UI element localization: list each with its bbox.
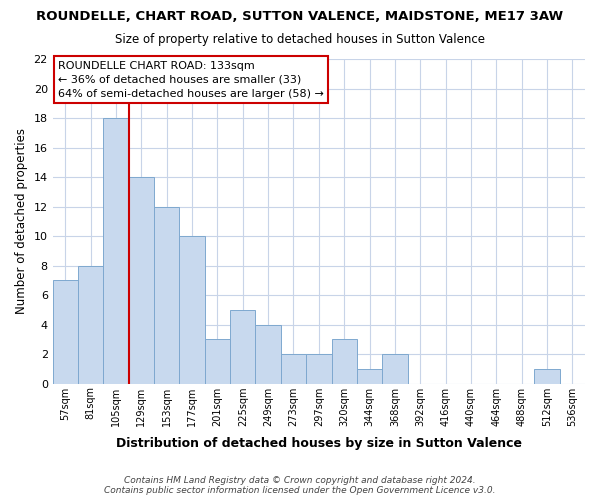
Bar xyxy=(230,310,256,384)
Bar xyxy=(382,354,407,384)
Text: ROUNDELLE CHART ROAD: 133sqm
← 36% of detached houses are smaller (33)
64% of se: ROUNDELLE CHART ROAD: 133sqm ← 36% of de… xyxy=(58,60,324,98)
Bar xyxy=(179,236,205,384)
Bar xyxy=(281,354,306,384)
Bar xyxy=(306,354,332,384)
Bar xyxy=(535,369,560,384)
Bar xyxy=(103,118,129,384)
Bar xyxy=(53,280,78,384)
Bar xyxy=(205,340,230,384)
Text: ROUNDELLE, CHART ROAD, SUTTON VALENCE, MAIDSTONE, ME17 3AW: ROUNDELLE, CHART ROAD, SUTTON VALENCE, M… xyxy=(37,10,563,23)
Y-axis label: Number of detached properties: Number of detached properties xyxy=(15,128,28,314)
Bar xyxy=(154,206,179,384)
Text: Size of property relative to detached houses in Sutton Valence: Size of property relative to detached ho… xyxy=(115,32,485,46)
Bar xyxy=(332,340,357,384)
Text: Contains HM Land Registry data © Crown copyright and database right 2024.
Contai: Contains HM Land Registry data © Crown c… xyxy=(104,476,496,495)
Bar xyxy=(129,177,154,384)
Bar xyxy=(78,266,103,384)
X-axis label: Distribution of detached houses by size in Sutton Valence: Distribution of detached houses by size … xyxy=(116,437,522,450)
Bar xyxy=(357,369,382,384)
Bar xyxy=(256,324,281,384)
